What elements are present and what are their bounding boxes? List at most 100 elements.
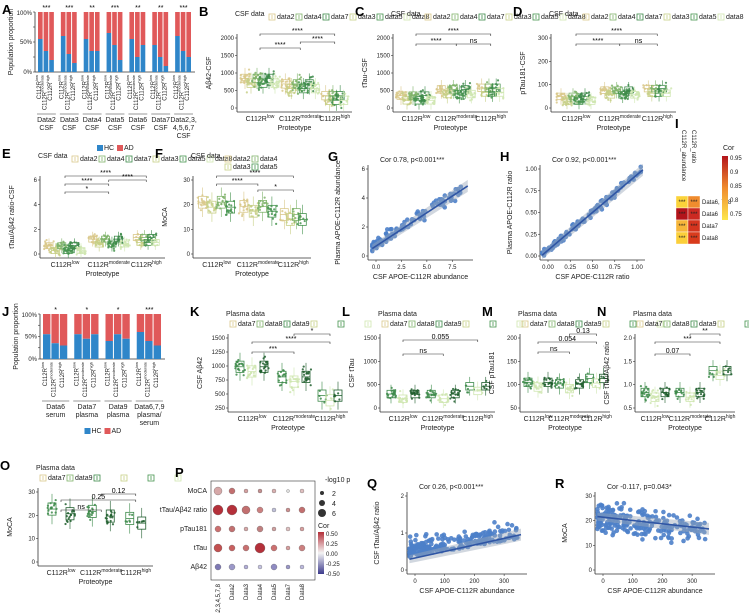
data-point <box>254 208 257 211</box>
significance-bracket <box>537 341 597 344</box>
data-point <box>45 238 48 242</box>
data-point <box>490 96 493 99</box>
data-point <box>399 389 402 393</box>
data-point <box>250 212 253 215</box>
panel-label: O <box>0 458 10 473</box>
data-point <box>556 376 559 380</box>
data-point <box>211 204 214 207</box>
legend-title: Plasma data <box>378 311 417 318</box>
y-tick-label: 0 <box>374 406 378 412</box>
data-point <box>309 368 313 371</box>
group-label: C112Rhigh <box>705 414 736 423</box>
y-tick-label: 0 <box>387 106 391 112</box>
group-label: C112Rmoderate <box>80 361 89 397</box>
y-tick-label: 1000 <box>364 359 378 365</box>
data-point <box>483 386 486 390</box>
data-point <box>489 90 492 93</box>
data-point <box>605 519 610 525</box>
data-point <box>313 85 316 88</box>
heatmap-cell-label: *** <box>690 212 698 218</box>
legend-key <box>532 13 540 21</box>
data-point <box>462 529 467 535</box>
data-point <box>540 391 543 394</box>
significance-label: ** <box>89 5 95 12</box>
bar-ad <box>112 12 117 45</box>
y-tick-label: 500 <box>367 383 378 389</box>
data-point <box>261 362 265 365</box>
dot <box>228 487 236 495</box>
dot <box>213 543 223 553</box>
x-axis-title: Proteotype <box>235 271 269 278</box>
data-point <box>661 509 666 515</box>
data-point <box>610 508 615 513</box>
group-label: C112Rmoderate <box>548 414 591 423</box>
data-point <box>626 97 629 101</box>
legend-key <box>349 13 357 21</box>
data-point <box>305 378 308 382</box>
x-axis-title: Proteotype <box>668 425 702 432</box>
dot <box>270 563 278 571</box>
dot <box>299 564 305 570</box>
data-point <box>548 378 552 381</box>
data-point <box>615 525 620 530</box>
significance-label: * <box>86 307 89 314</box>
data-point <box>254 206 257 209</box>
dot <box>243 564 249 570</box>
group-label: C112Rhigh <box>57 362 66 388</box>
data-point <box>115 242 118 245</box>
data-point <box>49 250 52 254</box>
significance-label: **** <box>431 38 442 45</box>
significance-label: 0.07 <box>666 348 680 355</box>
legend-label: data8 <box>726 14 744 21</box>
data-point <box>110 513 113 516</box>
data-point <box>332 97 335 101</box>
data-point <box>570 104 573 107</box>
data-point <box>608 511 613 517</box>
colorbar-tick-label: 0.85 <box>730 184 742 190</box>
legend-label: data5 <box>188 156 206 163</box>
legend-key <box>690 13 698 21</box>
data-point <box>142 520 146 523</box>
legend-title: CSF data <box>549 11 579 18</box>
data-point <box>661 532 667 538</box>
data-point <box>429 96 432 100</box>
significance-bracket <box>64 191 110 194</box>
data-point <box>410 92 413 95</box>
significance-label: *** <box>42 5 50 12</box>
data-point <box>670 87 673 90</box>
data-point <box>564 101 567 105</box>
data-point <box>702 520 707 526</box>
data-point <box>571 394 574 397</box>
colorbar-tick-label: -0.25 <box>326 562 340 568</box>
data-point <box>117 236 120 239</box>
bar-hc <box>38 39 43 72</box>
confidence-band <box>409 528 521 564</box>
data-point <box>645 385 648 388</box>
data-point <box>339 101 343 104</box>
data-point <box>685 390 688 394</box>
bar-hc <box>72 63 77 72</box>
data-point <box>469 99 472 102</box>
data-point <box>464 540 469 546</box>
dot <box>254 542 266 554</box>
bar-hc <box>153 345 161 359</box>
x-axis-title: CSF APOE-C112R abundance <box>607 588 702 595</box>
data-point <box>414 532 419 538</box>
data-point <box>263 363 266 366</box>
legend-label: data8 <box>412 14 430 21</box>
data-point <box>616 84 619 87</box>
data-point <box>302 365 305 368</box>
group-caption: Data6 serum <box>46 404 66 419</box>
data-point <box>506 527 512 533</box>
stat-label: Cor -0.117, p=0.043* <box>607 484 672 491</box>
data-point <box>303 380 306 383</box>
data-point <box>696 389 699 392</box>
data-point <box>544 383 547 387</box>
legend-label: data7 <box>487 14 505 21</box>
data-point <box>90 236 93 240</box>
x-tick-label: 0 <box>601 579 605 585</box>
x-tick-label: 0.75 <box>609 265 621 271</box>
data-point <box>409 217 415 222</box>
y-axis-title: Population proportion <box>13 303 20 370</box>
